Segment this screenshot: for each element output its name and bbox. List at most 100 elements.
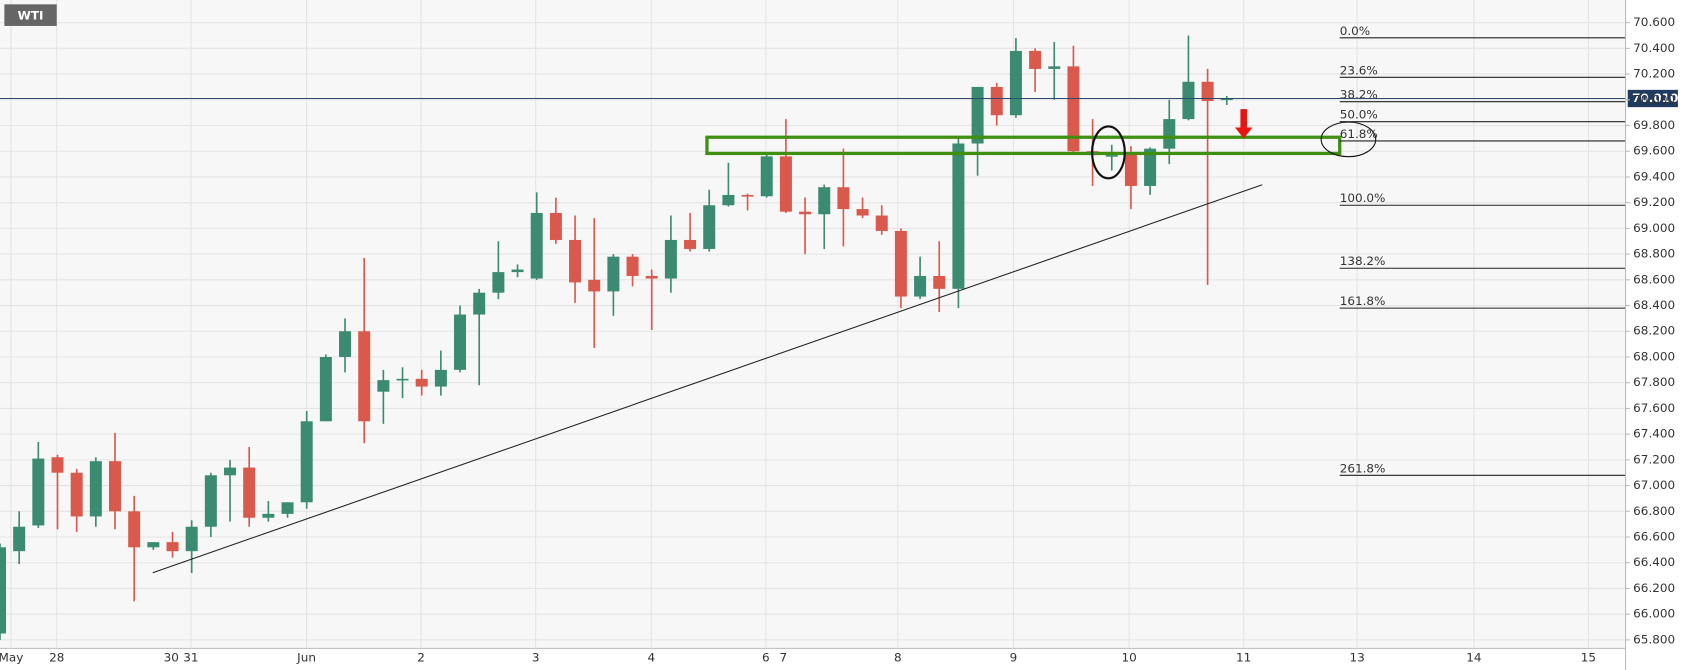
- candle: [588, 218, 601, 348]
- candle-body: [875, 215, 888, 231]
- candle-body: [1182, 81, 1195, 120]
- candle-body: [703, 205, 716, 249]
- candle-body: [166, 542, 179, 552]
- candle: [779, 119, 792, 213]
- candle: [128, 495, 141, 602]
- fib-label: 61.8%: [1340, 127, 1378, 141]
- x-tick-label: 4: [647, 651, 655, 665]
- y-tick-label: 67.000: [1633, 478, 1675, 492]
- candle-body: [32, 458, 45, 526]
- candle: [13, 511, 26, 565]
- candle: [377, 369, 390, 424]
- candle: [70, 468, 83, 532]
- current-price-box: [1627, 89, 1678, 108]
- candle-body: [1029, 50, 1042, 69]
- candle-body: [51, 457, 64, 473]
- trendline: [152, 184, 1263, 574]
- grid: [0, 0, 1626, 649]
- candle: [1144, 147, 1157, 195]
- y-tick-label: 67.200: [1633, 452, 1675, 466]
- candle: [549, 197, 562, 244]
- y-tick-label: 70.600: [1633, 15, 1675, 29]
- candle: [799, 197, 812, 255]
- candle: [89, 457, 102, 527]
- candle: [166, 531, 179, 558]
- candle: [741, 193, 754, 211]
- candle: [147, 542, 160, 550]
- y-tick-label: 70.000: [1633, 92, 1675, 106]
- candle: [1182, 35, 1195, 121]
- y-tick-label: 69.200: [1633, 195, 1675, 209]
- candle-body: [799, 211, 812, 215]
- candle-body: [128, 511, 141, 548]
- candle: [684, 212, 697, 252]
- x-tick-label: May: [0, 651, 23, 665]
- candle: [818, 184, 831, 249]
- candle-body: [1163, 119, 1176, 149]
- y-tick-label: 66.600: [1633, 530, 1675, 544]
- candle: [722, 162, 735, 207]
- candle: [1201, 68, 1214, 285]
- candle-body: [89, 461, 102, 517]
- candle-body: [837, 187, 850, 210]
- candle: [760, 153, 773, 198]
- candles: [0, 35, 1233, 640]
- candle-body: [511, 269, 524, 273]
- candle-body: [396, 378, 409, 381]
- candle: [894, 228, 907, 309]
- candle-body: [147, 542, 160, 548]
- candle: [971, 86, 984, 176]
- x-tick-label: 13: [1350, 651, 1365, 665]
- candle: [396, 367, 409, 399]
- candle: [645, 269, 658, 330]
- candle-body: [492, 272, 505, 293]
- x-tick-label: 9: [1010, 651, 1018, 665]
- x-tick-label: 3: [532, 651, 540, 665]
- x-tick-label: 2: [417, 651, 425, 665]
- candle-body: [13, 526, 26, 552]
- y-tick-label: 68.600: [1633, 272, 1675, 286]
- fib-label: 138.2%: [1340, 254, 1386, 268]
- fib-label: 38.2%: [1340, 88, 1378, 102]
- x-tick-label: 15: [1581, 651, 1596, 665]
- candle-body: [1201, 81, 1214, 102]
- y-tick-label: 69.800: [1633, 118, 1675, 132]
- candle: [626, 254, 639, 287]
- candle-body: [645, 275, 658, 279]
- x-tick-label: 7: [779, 651, 787, 665]
- candle: [32, 441, 45, 529]
- y-tick-label: 70.400: [1633, 41, 1675, 55]
- candle-body: [626, 256, 639, 276]
- candle-body: [243, 467, 256, 518]
- y-tick-label: 68.200: [1633, 324, 1675, 338]
- y-tick-label: 68.000: [1633, 350, 1675, 364]
- candle: [319, 354, 332, 422]
- y-tick-label: 67.400: [1633, 427, 1675, 441]
- fib-label: 50.0%: [1340, 108, 1378, 122]
- down-arrow: [1234, 109, 1253, 139]
- candle-body: [607, 256, 620, 292]
- candle: [1009, 38, 1022, 118]
- candle-body: [339, 331, 352, 357]
- y-tick-label: 69.000: [1633, 221, 1675, 235]
- fib-label: 100.0%: [1340, 191, 1386, 205]
- x-tick-label: Jun: [296, 651, 316, 665]
- y-tick-label: 66.200: [1633, 581, 1675, 595]
- candle: [204, 472, 217, 538]
- candle: [511, 264, 524, 278]
- candle-body: [109, 461, 122, 512]
- candle: [415, 369, 428, 396]
- candle-body: [1067, 66, 1080, 152]
- candle-body: [204, 475, 217, 527]
- candle: [933, 241, 946, 312]
- x-tick-label: 28: [49, 651, 64, 665]
- candle: [281, 502, 294, 518]
- candle: [473, 288, 486, 386]
- candle: [875, 205, 888, 235]
- y-tick-label: 70.200: [1633, 67, 1675, 81]
- y-tick-label: 68.400: [1633, 298, 1675, 312]
- candle-body: [224, 467, 237, 476]
- overlay: 0.0% 23.6% 38.2% 50.0% 61.8% 100.0% 138.2% 161.…: [0, 24, 1678, 476]
- x-tick-label: 31: [183, 651, 198, 665]
